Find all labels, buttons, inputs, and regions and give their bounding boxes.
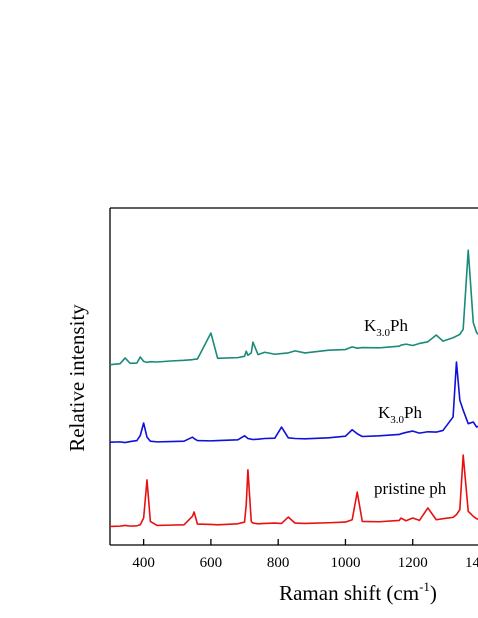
spectrum-line <box>109 249 478 366</box>
x-tick-label: 1200 <box>398 555 428 571</box>
annotation-sub: 3.0 <box>390 414 404 426</box>
annotation-end: Ph <box>390 316 408 335</box>
annotation-sub: 3.0 <box>376 327 390 339</box>
x-tick-label: 600 <box>200 555 223 571</box>
x-label-sup: -1 <box>419 579 430 594</box>
annotation: K3.0Ph <box>364 316 408 339</box>
annotation: K3.0Ph <box>378 403 422 426</box>
x-tick-label: 1000 <box>330 555 360 571</box>
axes-frame <box>109 207 478 546</box>
spectrum-line <box>109 361 478 444</box>
x-tick-label: 400 <box>132 555 155 571</box>
annotation: pristine ph <box>374 479 447 498</box>
annotation-text: pristine ph <box>374 479 447 498</box>
spectrum-line <box>109 454 478 528</box>
x-label-end: ) <box>430 581 437 605</box>
x-tick-label: 1400 <box>465 555 478 571</box>
annotation-text: K <box>378 403 391 422</box>
x-tick-label: 800 <box>267 555 290 571</box>
annotation-text: K <box>364 316 377 335</box>
x-label-text: Raman shift (cm <box>279 581 419 605</box>
y-axis-label: Relative intensity <box>65 304 89 452</box>
annotation-end: Ph <box>404 403 422 422</box>
x-axis-label: Raman shift (cm-1) <box>279 579 437 605</box>
